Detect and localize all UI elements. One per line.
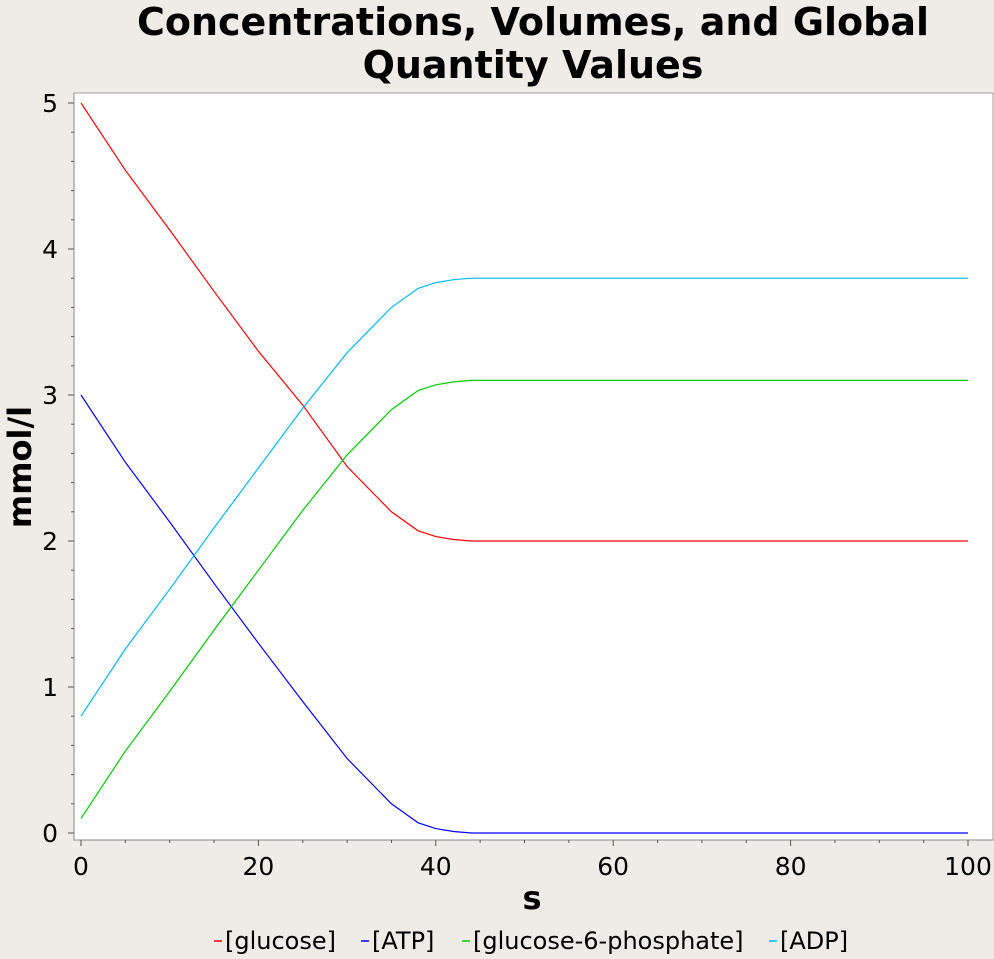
series-line-3	[80, 277, 968, 717]
x-tick-label: 80	[775, 852, 807, 881]
chart-title: Concentrations, Volumes, and Global Quan…	[137, 0, 929, 87]
chart-title-line-2: Quantity Values	[363, 43, 704, 87]
series-line-0	[80, 102, 968, 542]
plot-area	[73, 92, 994, 841]
y-tick-label: 5	[42, 89, 58, 118]
y-axis-label: mmol/l	[1, 406, 39, 528]
legend-item: [ATP]	[361, 927, 434, 955]
y-tick-label: 1	[42, 673, 58, 702]
y-tick-label: 3	[42, 381, 58, 410]
legend-label: [glucose]	[225, 927, 336, 955]
x-tick-label: 100	[944, 852, 992, 881]
legend-item: [ADP]	[769, 927, 848, 955]
series-layer	[80, 102, 968, 834]
legend-label: [ATP]	[372, 927, 434, 955]
legend-item: [glucose]	[214, 927, 336, 955]
chart-title-line-1: Concentrations, Volumes, and Global	[137, 0, 929, 44]
legend-label: [ADP]	[780, 927, 848, 955]
legend-label: [glucose-6-phosphate]	[473, 927, 744, 955]
x-axis-label: s	[522, 879, 541, 917]
legend-item: [glucose-6-phosphate]	[462, 927, 744, 955]
x-axis-ticks: 0 20 40 60 80 100	[73, 840, 992, 881]
legend: [glucose] [ATP] [glucose-6-phosphate] [ADP]	[214, 927, 848, 955]
y-tick-label: 4	[42, 235, 58, 264]
y-axis-ticks: 0 1 2 3 4 5	[42, 89, 74, 848]
x-tick-label: 40	[420, 852, 452, 881]
series-line-1	[80, 394, 968, 834]
x-tick-label: 20	[242, 852, 274, 881]
x-tick-label: 0	[73, 852, 89, 881]
x-tick-label: 60	[597, 852, 629, 881]
y-tick-label: 0	[42, 819, 58, 848]
series-line-2	[80, 379, 968, 819]
y-tick-label: 2	[42, 527, 58, 556]
